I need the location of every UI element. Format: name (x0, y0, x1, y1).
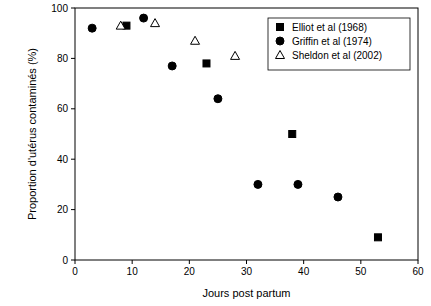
x-tick (303, 260, 304, 264)
legend-label: Griffin et al (1974) (292, 36, 372, 47)
y-tick (71, 58, 75, 59)
point (374, 234, 381, 241)
x-tick-label: 40 (298, 266, 310, 277)
x-tick-label: 20 (184, 266, 196, 277)
y-tick (71, 260, 75, 261)
x-tick-label: 0 (72, 266, 78, 277)
y-tick-label: 100 (51, 3, 68, 14)
point (140, 14, 148, 22)
y-tick-label: 0 (62, 255, 68, 266)
point (334, 193, 342, 201)
y-tick (71, 108, 75, 109)
x-tick (189, 260, 190, 264)
legend-label: Sheldon et al (2002) (292, 50, 382, 61)
legend: Elliot et al (1968) Griffin et al (1974) S… (268, 18, 410, 70)
point (254, 180, 262, 188)
point (289, 131, 296, 138)
y-axis-label: Proportion d'utérus contaminés (%) (26, 48, 38, 220)
point (151, 19, 160, 27)
legend-marker (276, 37, 284, 45)
x-tick-label: 10 (127, 266, 139, 277)
x-tick-label: 50 (355, 266, 367, 277)
point (116, 21, 125, 29)
x-tick-label: 60 (412, 266, 424, 277)
y-tick-label: 80 (57, 53, 69, 64)
plot-frame (75, 8, 418, 260)
legend-label: Elliot et al (1968) (292, 22, 367, 33)
y-tick (71, 159, 75, 160)
x-tick (360, 260, 361, 264)
legend-marker (276, 51, 285, 59)
y-tick (71, 209, 75, 210)
y-tick-label: 60 (57, 103, 69, 114)
point (231, 51, 240, 59)
x-tick (418, 260, 419, 264)
x-tick-label: 30 (241, 266, 253, 277)
point (203, 60, 210, 67)
point (168, 62, 176, 70)
y-tick-label: 20 (57, 204, 69, 215)
legend-marker (277, 24, 284, 31)
x-tick (246, 260, 247, 264)
point (88, 24, 96, 32)
point (294, 180, 302, 188)
x-tick (75, 260, 76, 264)
y-tick-label: 40 (57, 154, 69, 165)
legend-box (268, 18, 410, 70)
chart: 0 10 20 30 40 50 60 0 20 40 60 80 100 Jours post part… (0, 0, 431, 306)
point (191, 36, 200, 44)
point (214, 95, 222, 103)
x-tick (132, 260, 133, 264)
y-tick (71, 8, 75, 9)
x-axis-label: Jours post partum (202, 287, 290, 299)
